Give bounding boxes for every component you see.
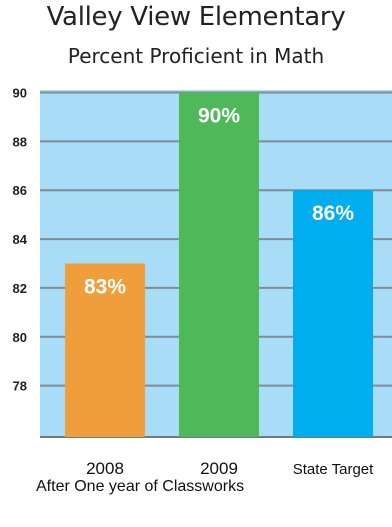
x-category-label: 2009: [200, 459, 238, 478]
y-tick-label: 78: [13, 379, 27, 394]
x-category-label: 2008: [86, 459, 124, 478]
bar-state-target: [293, 190, 373, 437]
chart-title: Valley View Elementary: [46, 2, 346, 32]
chart-footnote: After One year of Classworks: [36, 478, 245, 495]
y-tick-label: 88: [13, 134, 27, 149]
bar-value-label: 86%: [312, 202, 354, 225]
y-tick-label: 84: [13, 232, 28, 247]
y-tick-label: 82: [13, 281, 27, 296]
y-tick-label: 80: [13, 330, 27, 345]
bar-2009: [179, 92, 259, 437]
x-category-label: State Target: [293, 461, 374, 478]
y-tick-label: 90: [13, 85, 27, 100]
bar-value-label: 83%: [84, 276, 126, 299]
y-tick-label: 86: [13, 183, 27, 198]
chart-subtitle: Percent Proficient in Math: [67, 44, 325, 68]
bar-2008: [65, 263, 145, 437]
bar-value-label: 90%: [198, 104, 240, 127]
